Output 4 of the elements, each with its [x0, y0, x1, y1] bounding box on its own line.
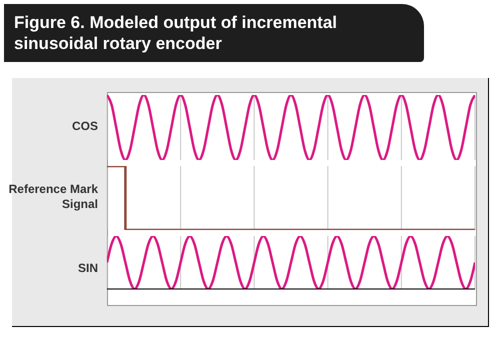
chart-title: Figure 6. Modeled output of incremental sinusoidal rotary encoder [4, 4, 424, 62]
y-axis-title: SIN [78, 260, 98, 276]
y-axis-title: Reference Mark Signal [8, 182, 98, 212]
y-axis-title: COS [72, 118, 98, 134]
